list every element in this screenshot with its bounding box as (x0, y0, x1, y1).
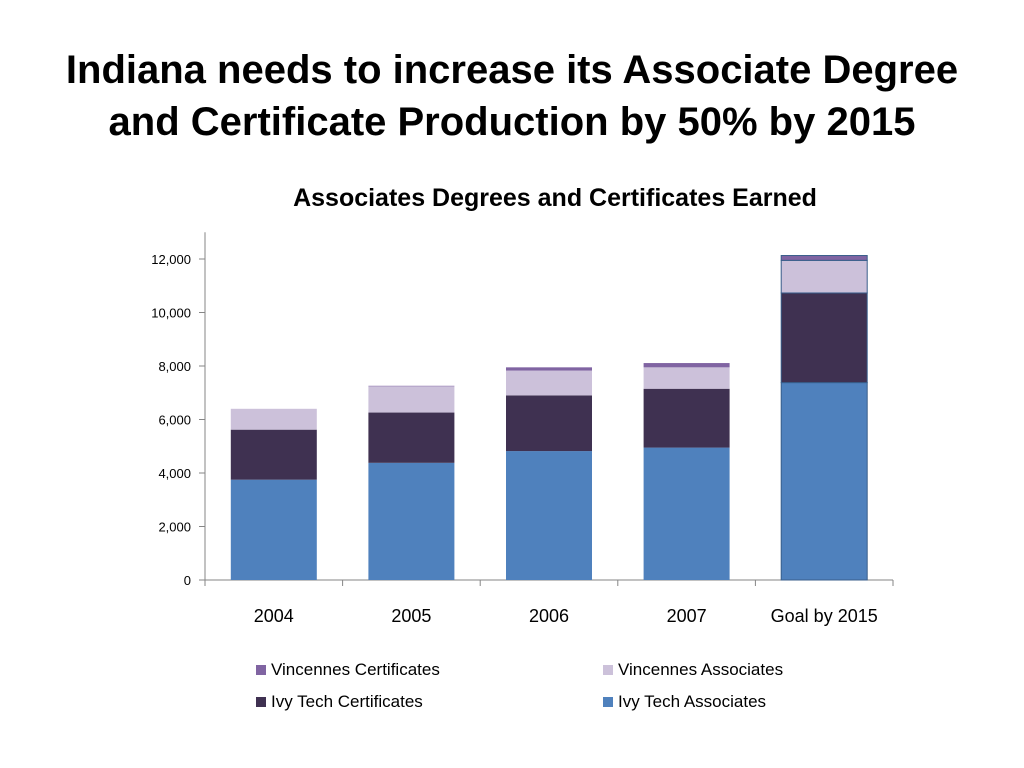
bar-segment (506, 451, 592, 580)
legend-swatch (256, 665, 266, 675)
y-tick-label: 2,000 (158, 520, 191, 535)
axes: 0 2,000 4,000 6,000 8,000 10,000 12,000 2004 200… (151, 232, 894, 626)
bar-segment (780, 259, 868, 294)
bar-segment (230, 408, 317, 430)
legend-swatch (603, 665, 613, 675)
x-tick-label: 2007 (667, 606, 707, 626)
bar-segment (506, 367, 592, 371)
y-tick-label: 0 (184, 573, 191, 588)
bar-segment (643, 447, 730, 580)
bar-segment (643, 367, 730, 389)
bars (230, 255, 868, 581)
x-tick-label: 2005 (391, 606, 431, 626)
slide-title-line-1: Indiana needs to increase its Associate … (65, 48, 959, 92)
y-tick-label: 10,000 (151, 306, 191, 321)
y-tick-label: 8,000 (158, 359, 191, 374)
legend-swatch (603, 697, 613, 707)
slide-title: Indiana needs to increase its Associate … (40, 44, 984, 148)
bar-segment (780, 292, 868, 384)
legend-label: Vincennes Certificates (271, 660, 440, 679)
bar-segment (506, 395, 592, 452)
legend-label: Ivy Tech Associates (618, 692, 766, 711)
y-tick-label: 12,000 (151, 252, 191, 267)
bar-segment (643, 363, 730, 368)
bar-segment (506, 370, 592, 396)
bar-segment (643, 388, 730, 448)
bar-segment (368, 386, 455, 413)
bar-segment (780, 382, 868, 581)
y-tick-label: 6,000 (158, 413, 191, 428)
slide-title-line-2: and Certificate Production by 50% by 201… (108, 100, 916, 144)
legend-swatch (256, 697, 266, 707)
x-tick-label: 2004 (254, 606, 294, 626)
bar-segment (780, 255, 868, 261)
bar-segment (368, 462, 455, 580)
legend-label: Vincennes Associates (618, 660, 783, 679)
x-tick-label: Goal by 2015 (771, 606, 878, 626)
bar-segment (368, 412, 455, 463)
chart-title: Associates Degrees and Certificates Earn… (293, 184, 817, 212)
legend-label: Ivy Tech Certificates (271, 692, 423, 711)
bar-segment (368, 385, 455, 387)
y-tick-label: 4,000 (158, 466, 191, 481)
bar-segment (230, 479, 317, 580)
legend: Vincennes Certificates Vincennes Associat… (256, 660, 783, 711)
x-tick-label: 2006 (529, 606, 569, 626)
bar-segment (230, 429, 317, 480)
